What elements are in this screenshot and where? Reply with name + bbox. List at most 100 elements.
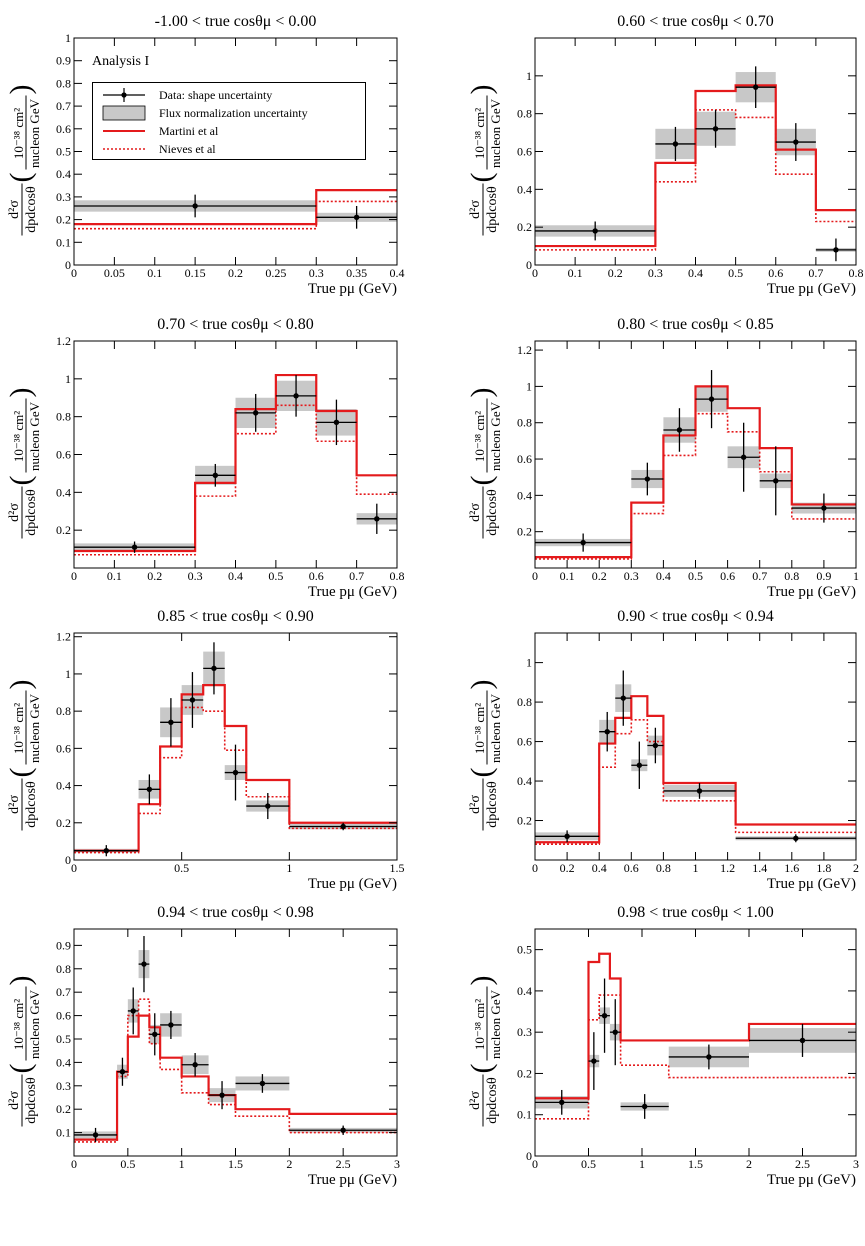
y-tick-label: 0.4 <box>517 774 532 788</box>
x-tick-label: 0.1 <box>568 266 583 280</box>
y-tick-label: 1 <box>526 656 532 670</box>
x-tick-label: 0 <box>71 266 77 280</box>
y-axis-label: d²σ dpdcosθ (10⁻³⁸ cm² nucleon GeV) <box>465 680 503 831</box>
y-tick-label: 0.6 <box>56 741 71 755</box>
x-tick-label: 3 <box>394 1157 400 1171</box>
y-label-unit-bottom: nucleon GeV <box>488 401 503 471</box>
y-tick-label: 0.5 <box>56 145 71 159</box>
data-point <box>564 833 570 840</box>
x-tick-label: 1.2 <box>720 861 735 875</box>
y-label-paren-open: ( <box>4 173 37 183</box>
y-axis-label: d²σ dpdcosθ (10⁻³⁸ cm² nucleon GeV) <box>4 388 42 539</box>
data-point <box>612 1029 618 1035</box>
chart-title: 0.94 < true cosθμ < 0.98 <box>157 904 314 921</box>
solid-red-line-icon <box>103 130 145 132</box>
x-tick-label: 1 <box>639 1157 645 1171</box>
x-tick-label: 1.5 <box>228 1157 243 1171</box>
y-tick-label: 0.8 <box>56 410 71 424</box>
x-axis-label: True pμ (GeV) <box>767 1172 856 1188</box>
data-point <box>212 472 219 479</box>
data-point <box>799 1037 806 1044</box>
y-tick-label: 0.7 <box>56 99 71 113</box>
x-tick-label: 0 <box>71 1157 77 1171</box>
x-tick-label: 0.5 <box>268 569 283 583</box>
y-tick-label: 0.3 <box>517 1025 532 1039</box>
data-point <box>211 665 217 672</box>
x-tick-label: 0.2 <box>147 569 162 583</box>
x-axis-label: True pμ (GeV) <box>308 584 397 600</box>
martini-line <box>535 84 856 248</box>
martini-line <box>74 188 397 226</box>
y-tick-label: 0.4 <box>56 485 71 499</box>
data-point <box>131 544 138 550</box>
data-point <box>152 1031 158 1038</box>
x-tick-label: 0 <box>532 266 538 280</box>
x-tick-label: 0 <box>71 569 77 583</box>
x-tick-label: 0.15 <box>185 266 206 280</box>
x-tick-label: 0.4 <box>390 266 405 280</box>
chart-panel-1: -1.00 < true cosθμ < 0.00 0 0.05 0.1 0.15 0.2… <box>4 13 405 297</box>
data-point <box>559 1099 565 1106</box>
x-tick-label: 1 <box>693 861 699 875</box>
x-tick-label: 0.1 <box>147 266 162 280</box>
x-tick-label: 0.5 <box>120 1157 135 1171</box>
data-point <box>252 410 259 416</box>
y-axis-label: d²σ dpdcosθ (10⁻³⁸ cm² nucleon GeV) <box>465 976 503 1127</box>
y-label-denominator: dpdcosθ <box>485 489 500 536</box>
x-tick-label: 0.8 <box>390 569 405 583</box>
y-tick-label: 0.9 <box>56 938 71 952</box>
y-label-denominator: dpdcosθ <box>485 186 500 233</box>
x-tick-label: 2 <box>853 861 859 875</box>
y-label-paren-close: ) <box>4 680 37 690</box>
y-tick-label: 1.2 <box>517 343 532 357</box>
y-label-paren-close: ) <box>4 388 37 398</box>
x-axis-label: True pμ (GeV) <box>767 876 856 892</box>
y-tick-label: 0.9 <box>56 54 71 68</box>
y-label-paren-open: ( <box>465 476 498 486</box>
y-tick-label: 0.2 <box>517 1066 532 1080</box>
y-tick-label: 0.6 <box>517 145 532 159</box>
legend-label-martini: Martini et al <box>159 124 219 138</box>
y-tick-label: 0.4 <box>517 182 532 196</box>
x-tick-label: 2.5 <box>336 1157 351 1171</box>
data-point <box>592 228 598 234</box>
x-tick-label: 0.4 <box>592 861 607 875</box>
data-point <box>293 393 299 399</box>
data-point <box>740 454 747 460</box>
data-point <box>192 1062 198 1068</box>
y-label-numerator: d²σ <box>468 795 483 814</box>
y-tick-label: 0.8 <box>56 704 71 718</box>
y-tick-label: 0.8 <box>517 695 532 709</box>
chart-panel-8: 0.98 < true cosθμ < 1.00 0 0.5 1 1.5 2 2.5 3 0 0.… <box>465 904 859 1188</box>
data-point <box>706 1054 712 1060</box>
y-label-unit-top: 10⁻³⁸ cm² <box>472 411 487 462</box>
y-label-numerator: d²σ <box>7 200 22 219</box>
y-tick-label: 0 <box>526 258 532 272</box>
x-tick-label: 1 <box>853 569 859 583</box>
y-label-unit-top: 10⁻³⁸ cm² <box>472 108 487 159</box>
y-tick-label: 0.4 <box>56 1055 71 1069</box>
y-label-denominator: dpdcosθ <box>24 1077 39 1124</box>
y-label-unit-top: 10⁻³⁸ cm² <box>11 703 26 754</box>
chart-title: 0.98 < true cosθμ < 1.00 <box>617 904 774 921</box>
x-axis-label: True pμ (GeV) <box>308 281 397 297</box>
data-point <box>141 961 147 967</box>
data-point <box>119 1069 126 1075</box>
y-label-unit-top: 10⁻³⁸ cm² <box>472 703 487 754</box>
data-point <box>333 419 340 426</box>
y-label-denominator: dpdcosθ <box>485 781 500 828</box>
data-point <box>219 1092 225 1098</box>
y-label-paren-close: ) <box>4 85 37 95</box>
data-point <box>189 697 196 703</box>
y-axis-label: d²σ dpdcosθ (10⁻³⁸ cm² nucleon GeV) <box>4 976 42 1127</box>
legend-label-band: Flux normalization uncertainty <box>159 106 308 120</box>
x-tick-label: 0.5 <box>688 569 703 583</box>
y-tick-label: 0 <box>65 853 71 867</box>
martini-line <box>535 952 856 1100</box>
y-label-unit-bottom: nucleon GeV <box>27 989 42 1059</box>
y-tick-label: 0.2 <box>517 525 532 539</box>
x-tick-label: 1.5 <box>688 1157 703 1171</box>
y-label-unit-top: 10⁻³⁸ cm² <box>472 999 487 1050</box>
nieves-line <box>535 719 856 846</box>
data-point <box>192 203 198 209</box>
